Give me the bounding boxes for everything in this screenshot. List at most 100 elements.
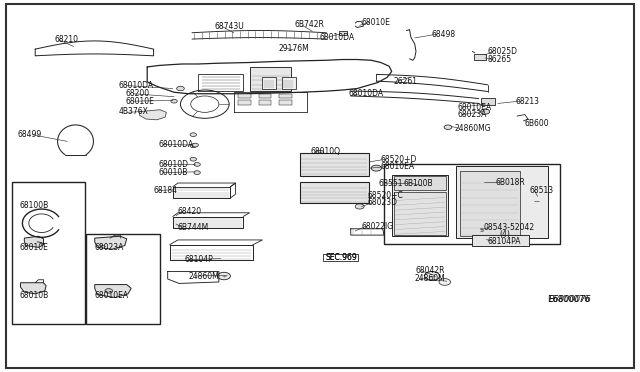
- Text: 6B100B: 6B100B: [403, 179, 433, 187]
- Text: 68010DA: 68010DA: [349, 89, 384, 98]
- Circle shape: [190, 157, 196, 161]
- Text: 68010E: 68010E: [125, 97, 154, 106]
- Circle shape: [530, 197, 543, 205]
- Circle shape: [371, 165, 381, 171]
- Circle shape: [192, 143, 198, 147]
- Text: 6B742R: 6B742R: [294, 20, 324, 29]
- Bar: [460, 171, 520, 236]
- Text: 68200: 68200: [125, 89, 150, 98]
- Text: SEC.969: SEC.969: [325, 253, 357, 262]
- Bar: [259, 94, 271, 98]
- Bar: [456, 166, 548, 238]
- Text: SEC.969: SEC.969: [325, 253, 357, 262]
- Bar: [300, 182, 369, 203]
- Text: 68010D: 68010D: [159, 160, 189, 169]
- Bar: [262, 77, 276, 89]
- Text: 24860MG: 24860MG: [454, 124, 491, 133]
- Text: 24860M: 24860M: [415, 274, 445, 283]
- Text: 68213: 68213: [515, 97, 540, 106]
- Circle shape: [475, 227, 488, 234]
- Text: 68010DA: 68010DA: [159, 140, 194, 149]
- Circle shape: [481, 109, 490, 114]
- Text: 68010EA: 68010EA: [95, 291, 129, 300]
- Text: 68023A: 68023A: [458, 110, 487, 119]
- Text: 68498: 68498: [432, 30, 456, 39]
- Bar: [282, 77, 296, 89]
- Text: 6B551: 6B551: [379, 179, 403, 187]
- Polygon shape: [95, 285, 131, 298]
- Circle shape: [190, 133, 196, 137]
- Text: 68022IG: 68022IG: [362, 222, 394, 231]
- Bar: [238, 94, 251, 98]
- Polygon shape: [24, 236, 44, 247]
- Text: 68010DA: 68010DA: [320, 33, 355, 42]
- Text: 68010EA: 68010EA: [458, 103, 492, 112]
- Circle shape: [177, 86, 184, 91]
- Bar: [481, 98, 495, 105]
- Text: 68184: 68184: [154, 186, 178, 195]
- Text: E6800076: E6800076: [549, 295, 592, 304]
- Text: E6800076: E6800076: [547, 295, 589, 304]
- Bar: [384, 164, 560, 244]
- Circle shape: [194, 163, 200, 166]
- Text: S: S: [479, 228, 483, 233]
- Text: 60010B: 60010B: [159, 168, 188, 177]
- Text: 6B744M: 6B744M: [178, 223, 209, 232]
- Text: 68520+D: 68520+D: [381, 155, 417, 164]
- Bar: [12, 182, 85, 324]
- Circle shape: [171, 99, 177, 103]
- Text: 4B376X: 4B376X: [118, 107, 148, 116]
- Bar: [392, 175, 448, 236]
- Text: 24860M: 24860M: [189, 272, 220, 280]
- Polygon shape: [140, 110, 166, 120]
- Text: 68010DA: 68010DA: [118, 81, 154, 90]
- Bar: [394, 176, 446, 190]
- Circle shape: [355, 204, 364, 209]
- Text: 68023A: 68023A: [95, 243, 124, 252]
- Bar: [300, 153, 369, 176]
- Text: 68210: 68210: [54, 35, 79, 44]
- Text: 68010E: 68010E: [362, 18, 390, 27]
- Bar: [323, 254, 358, 261]
- Text: 29176M: 29176M: [278, 44, 309, 53]
- Text: 86265: 86265: [488, 55, 512, 64]
- Polygon shape: [20, 283, 46, 294]
- Circle shape: [218, 272, 230, 280]
- Text: 68010EA: 68010EA: [381, 162, 415, 171]
- Bar: [279, 94, 292, 98]
- Bar: [474, 54, 486, 60]
- Circle shape: [316, 150, 324, 155]
- Bar: [259, 100, 271, 105]
- Text: 68499: 68499: [18, 130, 42, 139]
- Circle shape: [190, 144, 196, 148]
- Text: 68420: 68420: [178, 207, 202, 216]
- Circle shape: [444, 125, 452, 129]
- Text: 68100B: 68100B: [19, 201, 49, 210]
- Circle shape: [439, 279, 451, 285]
- Circle shape: [424, 272, 440, 280]
- Text: 6B600: 6B600: [525, 119, 549, 128]
- Text: 26261: 26261: [394, 77, 418, 86]
- Text: 68513: 68513: [530, 186, 554, 195]
- Bar: [86, 234, 160, 324]
- Text: 68520+C: 68520+C: [368, 191, 404, 200]
- Text: 68010Q: 68010Q: [310, 147, 340, 156]
- Text: 08543-52042: 08543-52042: [483, 223, 534, 232]
- Bar: [394, 192, 446, 235]
- Circle shape: [194, 171, 200, 174]
- Bar: [250, 67, 291, 91]
- Text: 68010E: 68010E: [19, 243, 48, 252]
- Text: 68104P: 68104P: [184, 255, 213, 264]
- Text: 68042R: 68042R: [416, 266, 445, 275]
- Circle shape: [105, 289, 113, 293]
- Text: 68010B: 68010B: [19, 291, 49, 300]
- Bar: [339, 31, 347, 35]
- Polygon shape: [95, 236, 127, 249]
- Text: 68025D: 68025D: [488, 47, 518, 56]
- Text: 68023D: 68023D: [368, 198, 398, 207]
- Bar: [279, 100, 292, 105]
- Text: 68743U: 68743U: [214, 22, 244, 31]
- Text: (4): (4): [499, 230, 510, 239]
- Bar: [238, 100, 251, 105]
- Text: 68104PA: 68104PA: [488, 237, 521, 246]
